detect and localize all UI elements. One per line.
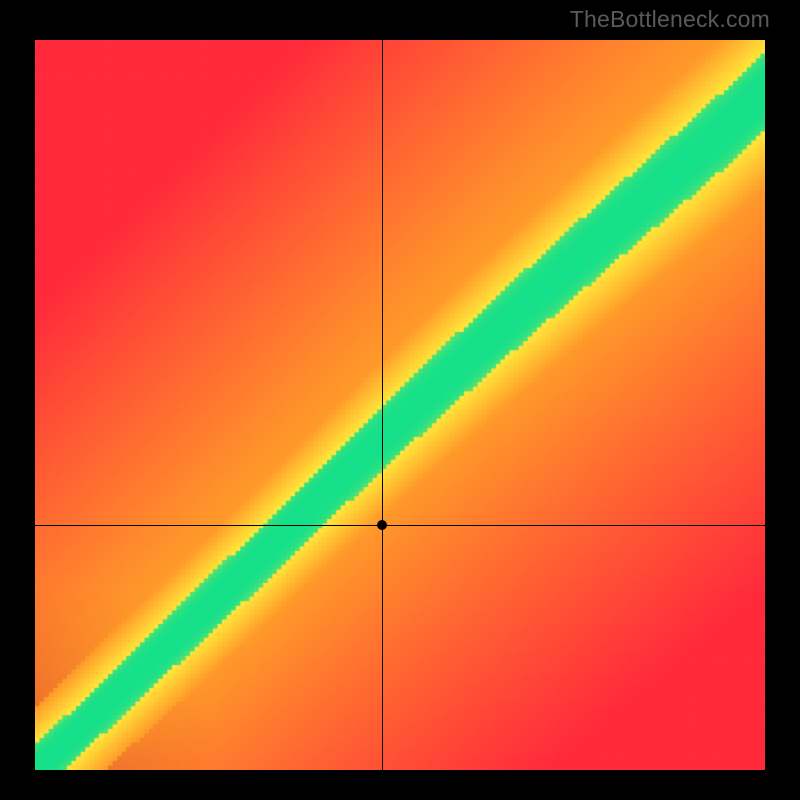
plot-area bbox=[35, 40, 765, 770]
watermark-text: TheBottleneck.com bbox=[570, 6, 770, 33]
crosshair-vertical bbox=[382, 40, 383, 770]
outer-frame: TheBottleneck.com bbox=[0, 0, 800, 800]
crosshair-horizontal bbox=[35, 525, 765, 526]
heatmap-canvas bbox=[35, 40, 765, 770]
data-point-marker bbox=[377, 520, 387, 530]
